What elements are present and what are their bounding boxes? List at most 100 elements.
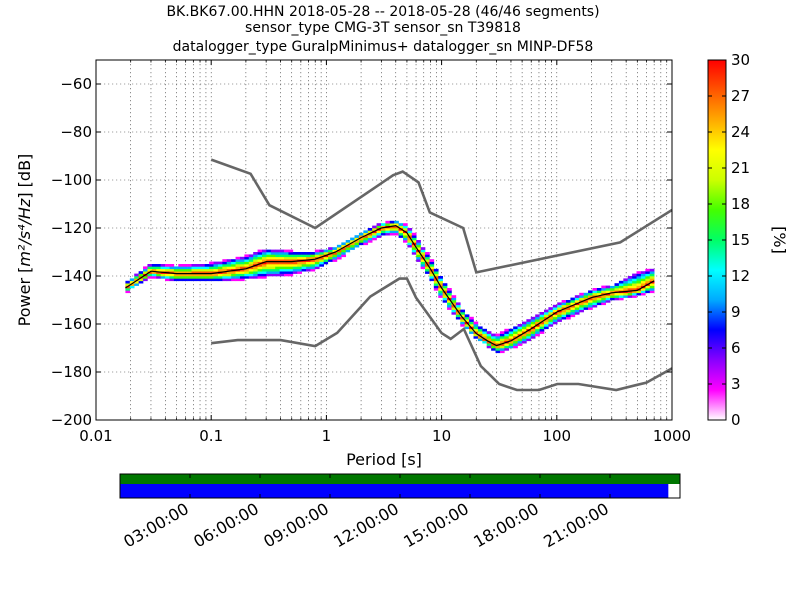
psd-cell (257, 266, 263, 270)
psd-cell (535, 326, 540, 330)
psd-cell (640, 276, 646, 279)
psd-cell (530, 321, 536, 325)
psd-cell (244, 273, 250, 277)
psd-cell (530, 331, 536, 334)
psd-cell (508, 336, 514, 339)
psd-cell (447, 292, 452, 296)
psd-cell (310, 266, 316, 270)
psd-cell (345, 240, 351, 243)
psd-cell (187, 273, 192, 277)
psd-cell (447, 307, 452, 310)
psd-cell (491, 338, 496, 342)
psd-cell (455, 316, 461, 320)
psd-cell (477, 338, 483, 342)
psd-cell (521, 321, 527, 325)
psd-cell (165, 264, 170, 267)
psd-cell (314, 249, 320, 253)
psd-cell (416, 247, 421, 250)
psd-cell (217, 261, 223, 265)
psd-cell (561, 316, 567, 320)
psd-cell (649, 278, 655, 282)
colorbar-tick-label: 27 (731, 87, 750, 105)
y-tick-label: −160 (51, 315, 92, 333)
psd-cell (623, 285, 629, 289)
psd-cell (640, 290, 646, 294)
psd-cell (517, 326, 523, 330)
psd-cell (543, 309, 549, 313)
psd-cell (257, 252, 263, 255)
psd-cell (469, 328, 474, 332)
psd-cell (306, 264, 311, 267)
psd-cell (610, 288, 615, 291)
psd-cell (394, 225, 399, 229)
psd-cell (640, 271, 646, 274)
psd-cell (323, 256, 329, 260)
psd-cell (270, 254, 276, 258)
psd-cell (288, 256, 294, 260)
psd-cell (332, 256, 338, 260)
psd-cell (248, 261, 254, 265)
psd-cell (588, 307, 593, 310)
psd-cell (345, 252, 351, 255)
psd-cell (323, 259, 329, 262)
psd-cell (504, 345, 510, 349)
psd-cell (319, 256, 324, 260)
psd-cell (262, 273, 267, 277)
psd-cell (306, 261, 311, 265)
psd-cell (460, 312, 465, 315)
psd-cell (486, 331, 492, 334)
psd-cell (517, 331, 523, 334)
psd-cell (539, 321, 545, 325)
psd-cell (266, 264, 272, 267)
plot-background (96, 60, 672, 420)
psd-cell (222, 268, 228, 272)
psd-cell (610, 285, 615, 289)
psd-cell (473, 321, 479, 325)
psd-cell (244, 264, 250, 267)
psd-cell (363, 237, 369, 241)
psd-cell (389, 230, 395, 234)
psd-cell (217, 264, 223, 267)
psd-cell (314, 266, 320, 270)
psd-cell (270, 268, 276, 272)
psd-cell (486, 343, 492, 346)
psd-cell (213, 278, 219, 282)
psd-cell (226, 268, 232, 272)
psd-cell (200, 268, 206, 272)
psd-cell (204, 264, 210, 267)
psd-cell (213, 264, 219, 267)
psd-cell (182, 271, 188, 274)
psd-cell (310, 254, 316, 258)
psd-cell (618, 288, 624, 291)
psd-cell (513, 340, 518, 344)
psd-cell (566, 309, 571, 313)
psd-cell (464, 314, 470, 318)
psd-cell (464, 326, 470, 330)
psd-cell (438, 290, 443, 294)
psd-cell (336, 254, 342, 258)
psd-cell (447, 302, 452, 306)
psd-cell (508, 340, 514, 344)
psd-cell (143, 266, 148, 270)
psd-cell (367, 228, 373, 231)
noise-models (210, 158, 672, 392)
psd-cell (482, 333, 488, 337)
psd-cell (151, 273, 157, 277)
psd-cell (372, 235, 377, 238)
psd-cell (200, 264, 206, 267)
psd-cell (129, 285, 135, 289)
y-tick-label: −200 (51, 411, 92, 429)
psd-cell (539, 331, 545, 334)
psd-cell (640, 280, 646, 284)
psd-cell (143, 276, 148, 279)
psd-cell (521, 340, 527, 344)
x-axis-label: Period [s] (346, 450, 422, 469)
psd-cell (160, 268, 166, 272)
psd-cell (345, 242, 351, 246)
psd-cell (345, 244, 351, 248)
psd-cell (129, 280, 135, 284)
psd-cell (583, 302, 589, 306)
psd-cell (195, 264, 201, 267)
psd-cell (552, 307, 558, 310)
psd-cell (134, 276, 139, 279)
